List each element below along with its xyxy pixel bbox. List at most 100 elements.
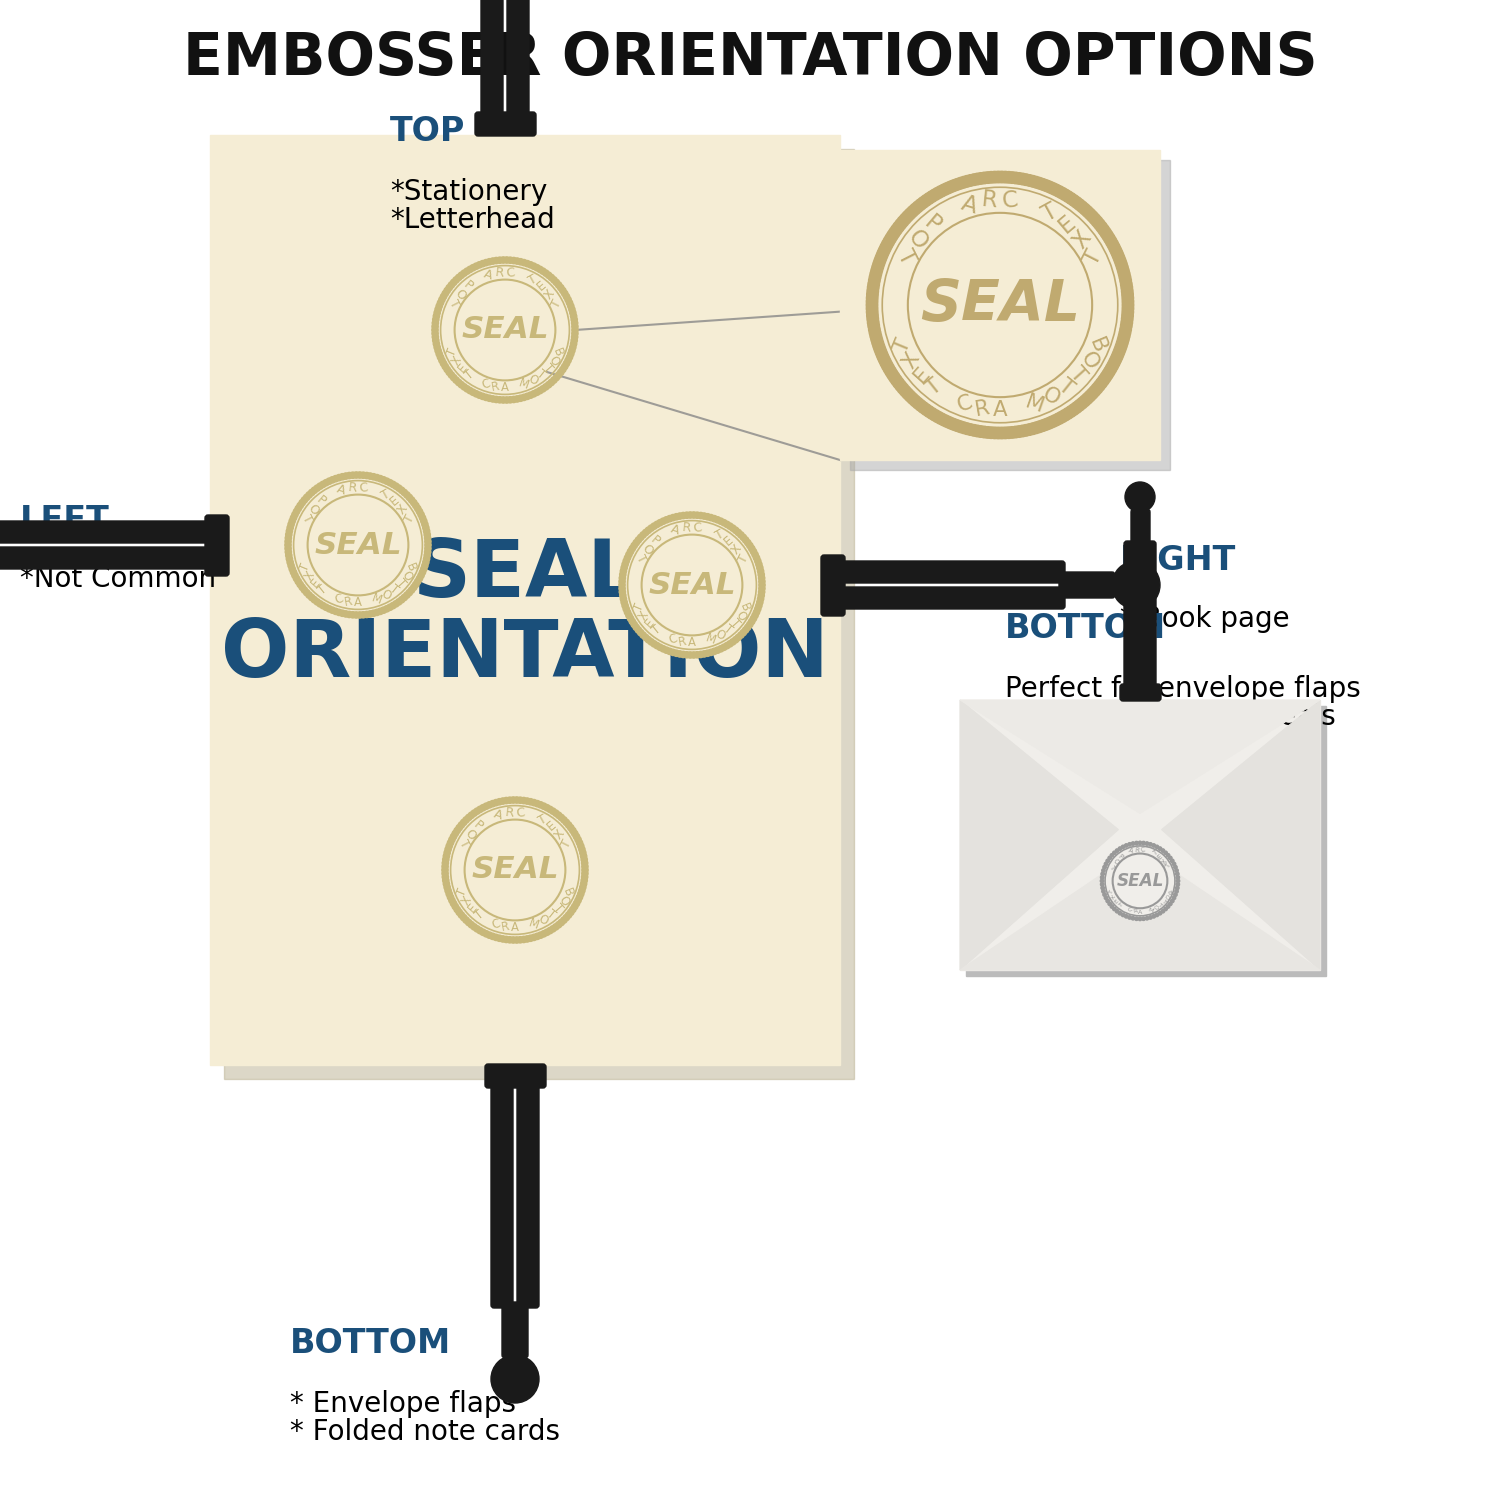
Text: T: T <box>1108 864 1116 870</box>
Circle shape <box>573 834 579 840</box>
Circle shape <box>753 555 759 561</box>
Circle shape <box>411 500 417 506</box>
Circle shape <box>759 585 765 591</box>
Text: C: C <box>480 376 492 392</box>
Circle shape <box>1176 871 1179 876</box>
Circle shape <box>548 806 554 813</box>
Circle shape <box>374 474 380 482</box>
Circle shape <box>714 646 720 654</box>
Circle shape <box>376 476 384 482</box>
Circle shape <box>302 496 307 502</box>
Circle shape <box>915 200 927 210</box>
Circle shape <box>1101 879 1104 882</box>
Circle shape <box>1050 414 1062 426</box>
Text: T: T <box>540 362 555 375</box>
Circle shape <box>634 537 642 543</box>
Text: O: O <box>639 542 656 558</box>
Text: T: T <box>297 561 312 573</box>
Text: T: T <box>1156 902 1162 909</box>
Circle shape <box>1119 847 1122 850</box>
Circle shape <box>648 525 654 531</box>
Circle shape <box>387 604 393 610</box>
Circle shape <box>1110 354 1122 364</box>
Text: T: T <box>1118 902 1124 909</box>
Text: O: O <box>546 352 561 368</box>
Circle shape <box>296 579 302 585</box>
Circle shape <box>621 598 627 606</box>
Text: B: B <box>1084 334 1108 356</box>
Circle shape <box>1102 843 1178 920</box>
Circle shape <box>396 484 402 492</box>
Circle shape <box>1122 314 1132 324</box>
Circle shape <box>1004 171 1014 183</box>
Circle shape <box>303 590 310 596</box>
Circle shape <box>700 513 708 519</box>
Circle shape <box>555 372 562 378</box>
Circle shape <box>1034 422 1046 432</box>
Circle shape <box>674 513 680 520</box>
Circle shape <box>620 592 626 598</box>
Text: X: X <box>898 350 924 372</box>
Circle shape <box>456 909 462 915</box>
Circle shape <box>620 574 626 580</box>
Circle shape <box>552 810 560 816</box>
Text: R: R <box>1134 846 1140 853</box>
Circle shape <box>1161 909 1164 914</box>
Circle shape <box>1108 357 1120 368</box>
Circle shape <box>285 552 292 558</box>
Text: X: X <box>1161 858 1168 865</box>
Circle shape <box>633 624 639 630</box>
Circle shape <box>633 540 639 546</box>
Circle shape <box>1089 386 1101 398</box>
Circle shape <box>471 810 477 816</box>
Circle shape <box>384 478 390 484</box>
Circle shape <box>1078 204 1090 214</box>
FancyBboxPatch shape <box>821 555 844 616</box>
Circle shape <box>1122 290 1134 300</box>
Circle shape <box>552 924 560 930</box>
Circle shape <box>390 603 396 609</box>
Circle shape <box>1167 853 1170 856</box>
Circle shape <box>288 562 294 568</box>
Circle shape <box>424 552 430 558</box>
Circle shape <box>758 596 764 602</box>
Circle shape <box>470 264 476 272</box>
Circle shape <box>1107 360 1119 370</box>
Circle shape <box>1168 902 1172 906</box>
Text: T: T <box>536 812 549 826</box>
Circle shape <box>448 837 454 843</box>
Circle shape <box>1155 844 1158 849</box>
Circle shape <box>360 472 366 478</box>
Circle shape <box>357 472 363 478</box>
Circle shape <box>420 514 426 520</box>
Circle shape <box>724 642 730 650</box>
Circle shape <box>558 815 564 821</box>
Circle shape <box>728 640 734 646</box>
Circle shape <box>873 340 885 352</box>
Circle shape <box>286 528 292 534</box>
Circle shape <box>1142 916 1144 921</box>
Circle shape <box>567 354 573 360</box>
Circle shape <box>456 274 462 280</box>
Circle shape <box>570 906 576 912</box>
Circle shape <box>759 574 765 580</box>
Circle shape <box>640 531 646 538</box>
Circle shape <box>288 476 427 615</box>
Circle shape <box>381 608 387 613</box>
Circle shape <box>285 531 292 537</box>
Circle shape <box>924 406 934 417</box>
Circle shape <box>480 804 486 812</box>
Text: M: M <box>1023 392 1047 417</box>
Circle shape <box>1120 316 1132 328</box>
Circle shape <box>564 294 570 300</box>
Text: T: T <box>454 886 470 897</box>
Circle shape <box>480 393 486 399</box>
Circle shape <box>435 260 574 400</box>
Circle shape <box>453 276 459 284</box>
Circle shape <box>555 812 562 819</box>
Circle shape <box>868 324 880 334</box>
Circle shape <box>346 472 352 478</box>
Circle shape <box>432 334 438 340</box>
Circle shape <box>871 338 883 348</box>
Circle shape <box>1034 177 1046 189</box>
